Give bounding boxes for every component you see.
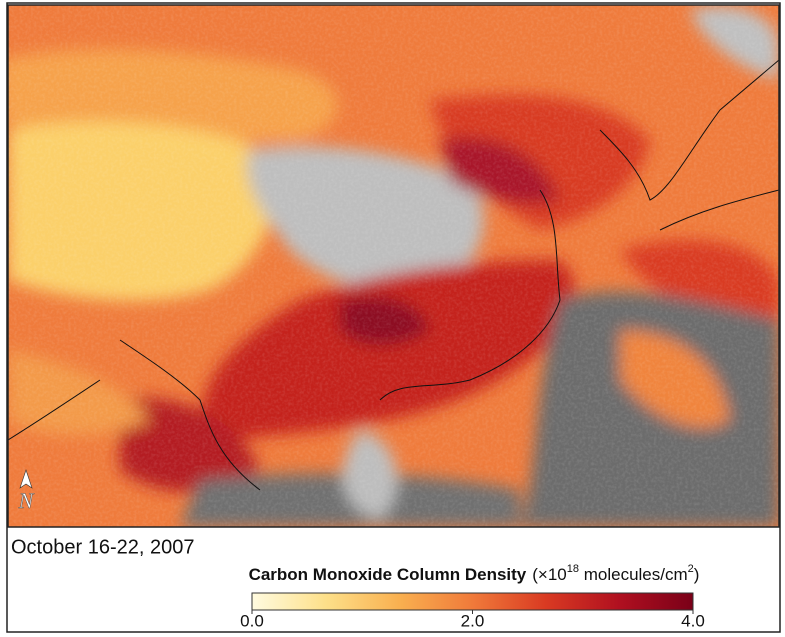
unit-exponent: 2 — [688, 563, 694, 575]
unit-part: molecules/cm — [579, 565, 688, 584]
colorbar-tick-label: 4.0 — [681, 611, 705, 630]
colorbar-title-text: Carbon Monoxide Column Density — [249, 565, 527, 584]
north-arrow: N — [17, 469, 35, 513]
date-label: October 16-22, 2007 — [11, 536, 194, 558]
unit-part: ) — [694, 565, 700, 584]
unit-part: (×10 — [532, 565, 567, 584]
coastline — [8, 59, 779, 491]
unit-exponent: 18 — [567, 563, 579, 575]
colorbar-title: Carbon Monoxide Column Density (×1018 mol… — [249, 563, 700, 585]
map-frame — [7, 4, 780, 528]
figure-frame — [6, 2, 781, 633]
colorbar-tick-label: 2.0 — [461, 611, 485, 630]
co-map: N — [8, 5, 779, 527]
colorbar-tick-label: 0.0 — [240, 611, 264, 630]
colorbar-ticks: 0.0 2.0 4.0 — [240, 610, 705, 630]
north-label: N — [18, 488, 35, 513]
colorbar — [251, 592, 694, 611]
